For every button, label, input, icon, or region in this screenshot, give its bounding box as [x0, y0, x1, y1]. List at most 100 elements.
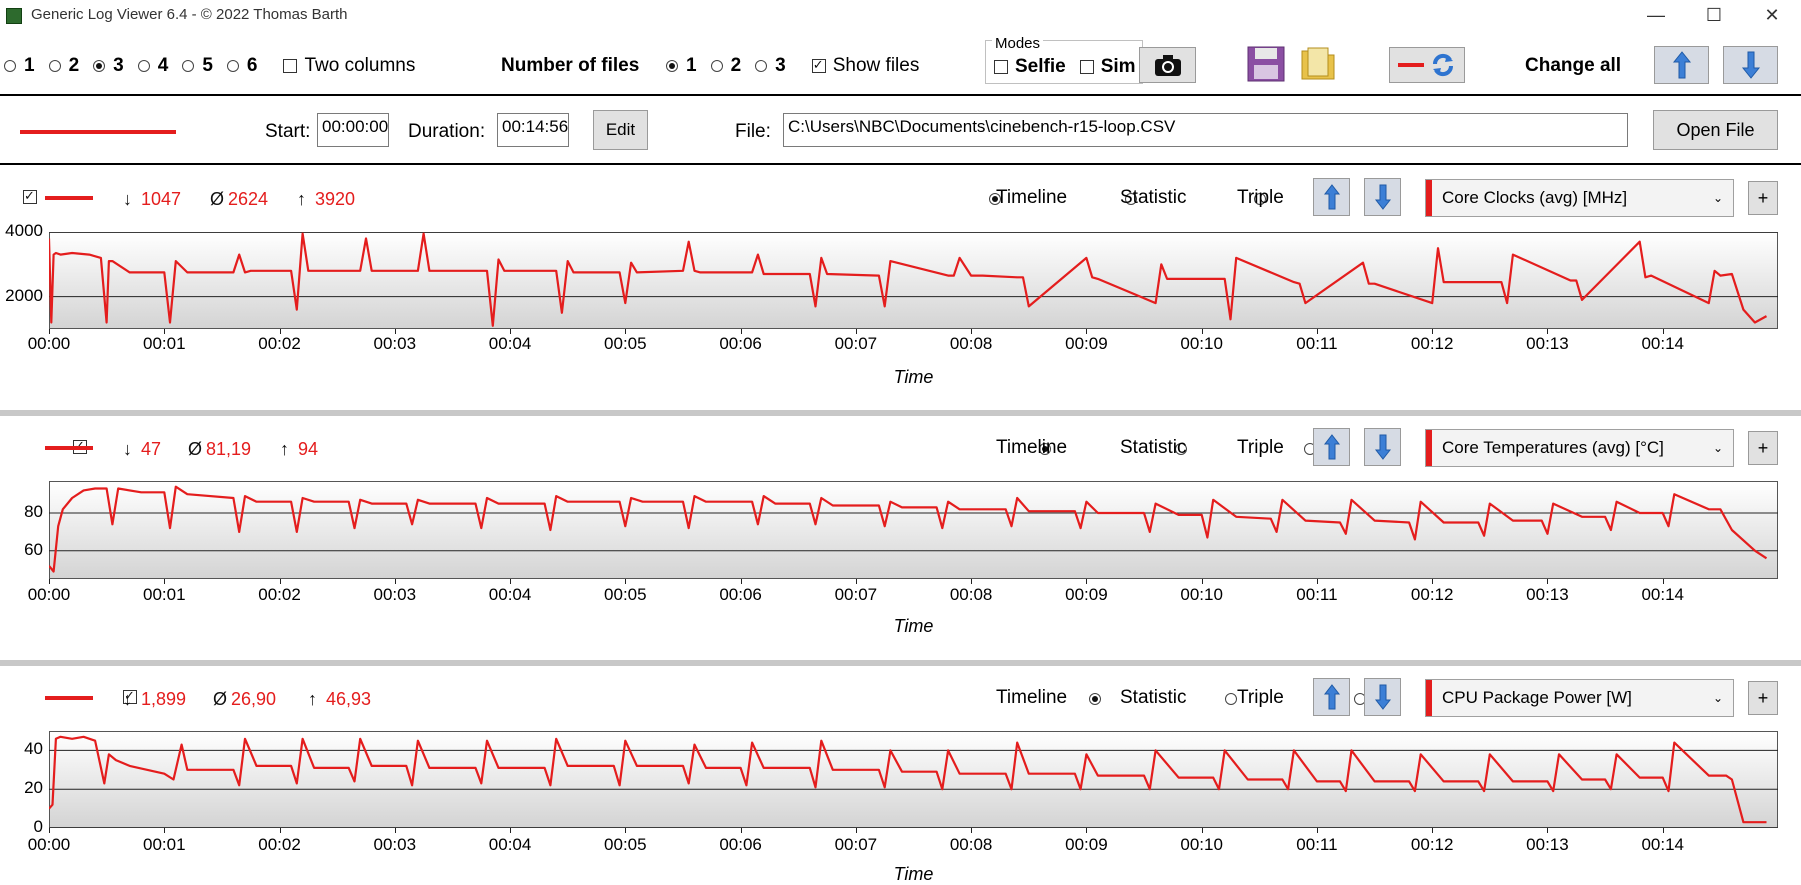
x-tick-mark — [49, 579, 50, 584]
panel-visible-checkbox[interactable] — [123, 688, 137, 704]
x-tick-label: 00:13 — [1526, 585, 1569, 604]
count-radio-1[interactable] — [4, 60, 16, 72]
x-axis-title: Time — [893, 864, 934, 884]
screenshot-button[interactable] — [1139, 47, 1196, 83]
count-radio-2[interactable] — [48, 60, 61, 72]
edit-button[interactable]: Edit — [593, 110, 648, 150]
arrow-down-icon — [1741, 51, 1760, 79]
x-tick-label: 00:08 — [949, 835, 993, 854]
count-radio-5[interactable] — [182, 60, 195, 72]
modes-options: Selfie Sim — [994, 56, 1136, 78]
add-sensor-button[interactable]: + — [1748, 431, 1778, 465]
save-button[interactable] — [1246, 45, 1286, 83]
x-tick-label: 00:10 — [1180, 835, 1223, 854]
panel-down-button[interactable] — [1364, 428, 1401, 466]
x-tick-label: 00:12 — [1410, 835, 1454, 854]
line-chart — [49, 485, 1778, 573]
x-tick-mark — [1316, 579, 1318, 584]
avg-value: 81,19 — [206, 439, 252, 459]
file-path-field[interactable]: C:\Users\NBC\Documents\cinebench-r15-loo… — [783, 113, 1628, 147]
files-radio-2[interactable] — [710, 60, 723, 72]
timeline-radio[interactable] — [1089, 693, 1101, 705]
x-tick-label: 00:06 — [719, 334, 762, 353]
timeline-radio[interactable] — [1039, 443, 1051, 455]
panel-down-button[interactable] — [1364, 678, 1401, 716]
sensor-select-value: CPU Package Power [W] — [1442, 688, 1632, 707]
arrow-up-icon — [1323, 434, 1340, 460]
min-value: 47 — [141, 439, 162, 459]
max-value: 3920 — [315, 189, 356, 209]
line-chart — [49, 232, 1778, 327]
panel-visible-checkbox[interactable] — [23, 188, 37, 204]
panel-line-swatch — [45, 446, 93, 450]
move-all-down-button[interactable] — [1723, 46, 1778, 84]
file-bar-divider — [0, 163, 1801, 165]
y-tick-label: 4000 — [5, 221, 43, 240]
y-tick-label: 40 — [24, 739, 43, 759]
start-label: Start: — [265, 121, 311, 142]
duration-field[interactable]: 00:14:56 — [497, 113, 569, 147]
panel-down-button[interactable] — [1364, 178, 1401, 216]
selfie-checkbox[interactable] — [994, 60, 1008, 74]
panel-up-button[interactable] — [1313, 428, 1350, 466]
add-sensor-button[interactable]: + — [1748, 681, 1778, 715]
timeline-label: Timeline — [996, 187, 1068, 208]
x-tick-label: 00:11 — [1296, 585, 1338, 604]
sensor-select[interactable]: Core Temperatures (avg) [°C] ⌄ — [1425, 429, 1734, 467]
title-bar: Generic Log Viewer 6.4 - © 2022 Thomas B… — [0, 0, 1801, 31]
x-tick-label: 00:05 — [604, 585, 647, 604]
close-button[interactable]: ✕ — [1764, 4, 1780, 25]
panel-up-button[interactable] — [1313, 678, 1350, 716]
files-label-3: 3 — [775, 55, 786, 76]
x-tick-label: 00:06 — [719, 585, 762, 604]
add-sensor-button[interactable]: + — [1748, 181, 1778, 215]
files-label-2: 2 — [730, 55, 742, 76]
move-all-up-button[interactable] — [1654, 46, 1709, 84]
show-files-label: Show files — [832, 55, 920, 76]
count-radio-6[interactable] — [226, 60, 239, 72]
x-tick-label: 00:09 — [1065, 835, 1108, 854]
selfie-label: Selfie — [1015, 56, 1066, 77]
statistic-radio[interactable] — [1225, 693, 1237, 705]
minimize-button[interactable]: — — [1647, 4, 1665, 25]
panel-up-button[interactable] — [1313, 178, 1350, 216]
x-tick-mark — [1316, 828, 1318, 833]
open-folder-button[interactable] — [1298, 45, 1338, 83]
start-time-field[interactable]: 00:00:00 — [317, 113, 389, 147]
line-chart — [49, 735, 1778, 828]
files-radio-1[interactable] — [666, 60, 678, 72]
panel-line-swatch — [45, 696, 93, 700]
duration-label: Duration: — [408, 121, 486, 142]
x-tick-mark — [394, 329, 396, 334]
files-label-1: 1 — [686, 55, 697, 76]
statistic-radio[interactable] — [1125, 193, 1137, 205]
x-tick-mark — [855, 329, 857, 334]
show-files-checkbox[interactable] — [811, 57, 826, 73]
x-tick-mark — [855, 579, 857, 584]
triple-radio[interactable] — [1254, 193, 1266, 205]
files-radio-3[interactable] — [755, 60, 768, 72]
count-radio-3[interactable] — [93, 60, 106, 72]
open-file-button[interactable]: Open File — [1653, 110, 1778, 150]
x-tick-mark — [164, 579, 166, 584]
series-line — [49, 485, 1768, 573]
x-tick-label: 00:14 — [1641, 835, 1684, 854]
x-tick-mark — [279, 329, 281, 334]
statistic-radio[interactable] — [1175, 443, 1187, 455]
x-tick-mark — [1547, 329, 1549, 334]
two-columns-checkbox[interactable] — [283, 59, 298, 73]
sim-checkbox[interactable] — [1079, 60, 1094, 74]
timeline-radio[interactable] — [989, 193, 1001, 205]
sensor-select[interactable]: Core Clocks (avg) [MHz] ⌄ — [1425, 179, 1734, 217]
sensor-select[interactable]: CPU Package Power [W] ⌄ — [1425, 679, 1734, 717]
timeline-label: Timeline — [996, 687, 1068, 708]
color-swap-button[interactable] — [1389, 47, 1465, 83]
x-tick-label: 00:13 — [1526, 835, 1569, 854]
count-radio-4[interactable] — [137, 60, 150, 72]
timeline-label: Timeline — [996, 437, 1068, 458]
x-tick-mark — [1086, 329, 1088, 334]
maximize-button[interactable]: ☐ — [1705, 4, 1723, 25]
panel-line-swatch — [45, 196, 93, 200]
select-accent — [1426, 430, 1432, 466]
